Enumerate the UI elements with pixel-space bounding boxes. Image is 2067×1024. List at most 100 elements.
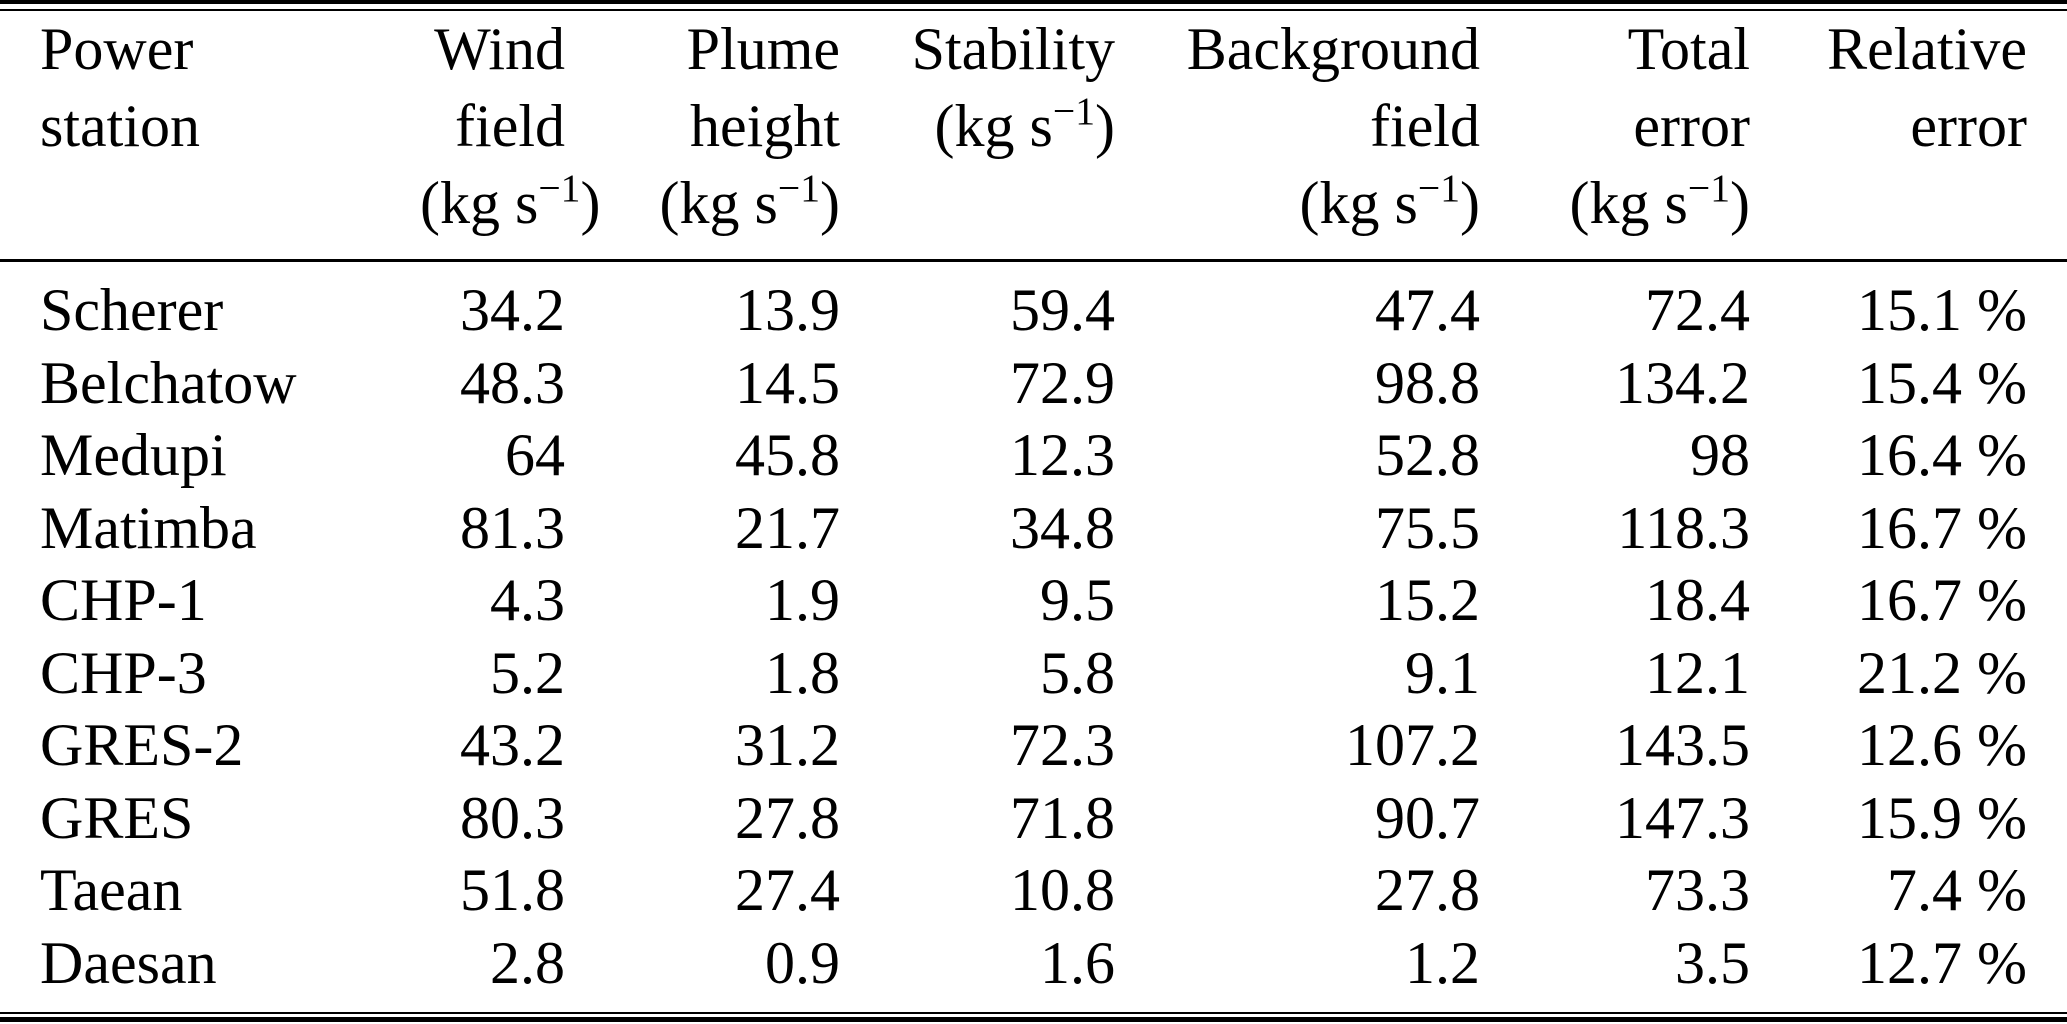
relative-error-cell: 12.7 % — [1857, 929, 2027, 996]
top-rule-thick — [0, 0, 2067, 4]
unit-open: (kg s — [1299, 170, 1418, 236]
background-field-cell: 1.2 — [1405, 929, 1480, 996]
unit-open: (kg s — [1569, 170, 1688, 236]
relative-error-cell: 15.4 % — [1857, 349, 2027, 416]
total-error-cell: 134.2 — [1615, 349, 1750, 416]
wind-field-cell: 81.3 — [460, 494, 565, 561]
plume-height-cell: 1.9 — [765, 567, 840, 633]
header-line: height — [690, 93, 840, 159]
wind-field-cell: 5.2 — [490, 639, 565, 706]
background-field-cell: 107.2 — [1345, 712, 1480, 778]
table-header: Power station Wind field (kg s−1) Plume … — [0, 11, 2067, 262]
stability-cell: 34.8 — [1010, 494, 1115, 561]
background-field-cell: 90.7 — [1375, 784, 1480, 851]
station-name-cell: Belchatow — [40, 349, 297, 416]
table-row: Matimba 81.3 21.7 34.8 75.5 118.3 16.7 % — [0, 492, 2067, 565]
wind-field-cell: 43.2 — [460, 712, 565, 778]
wind-field-cell: 34.2 — [460, 277, 565, 343]
header-row: Power station Wind field (kg s−1) Plume … — [0, 11, 2067, 262]
wind-field-cell: 80.3 — [460, 784, 565, 851]
table-row: GRES-2 43.2 31.2 72.3 107.2 143.5 12.6 % — [0, 709, 2067, 782]
unit-open: (kg s — [420, 170, 539, 236]
header-line: Wind — [434, 16, 565, 82]
col-header-total-error: Total error (kg s−1) — [1480, 11, 1750, 262]
unit-close: ) — [1460, 170, 1480, 236]
plume-height-cell: 45.8 — [735, 422, 840, 488]
relative-error-cell: 16.7 % — [1857, 567, 2027, 633]
total-error-cell: 98 — [1690, 422, 1750, 488]
unit-close: ) — [1730, 170, 1750, 236]
plume-height-cell: 0.9 — [765, 929, 840, 996]
plume-height-cell: 21.7 — [735, 494, 840, 561]
plume-height-cell: 27.8 — [735, 784, 840, 851]
unit-close: ) — [580, 170, 601, 236]
plume-height-cell: 27.4 — [735, 857, 840, 923]
relative-error-cell: 7.4 % — [1887, 857, 2027, 923]
header-line: Total — [1627, 16, 1750, 82]
relative-error-cell: 16.4 % — [1857, 422, 2027, 488]
relative-error-cell: 16.7 % — [1857, 494, 2027, 561]
total-error-cell: 118.3 — [1617, 494, 1750, 561]
col-header-background-field: Background field (kg s−1) — [1115, 11, 1480, 262]
unit-label: (kg s−1) — [1115, 165, 1480, 242]
top-rule-thin — [0, 9, 2067, 11]
unit-label: (kg s−1) — [565, 165, 840, 242]
header-line: error — [1633, 93, 1750, 159]
stability-cell: 1.6 — [1040, 929, 1115, 996]
unit-exponent: −1 — [538, 166, 581, 211]
col-header-wind-field: Wind field (kg s−1) — [420, 11, 600, 262]
total-error-cell: 147.3 — [1615, 784, 1750, 851]
header-line: Background — [1186, 16, 1480, 82]
background-field-cell: 47.4 — [1375, 277, 1480, 343]
wind-field-cell: 51.8 — [460, 857, 565, 923]
unit-exponent: −1 — [1052, 89, 1096, 134]
station-name-cell: Taean — [40, 857, 183, 923]
bottom-rule-thin — [0, 1012, 2067, 1014]
station-name-cell: Scherer — [40, 277, 224, 343]
background-field-cell: 9.1 — [1405, 639, 1480, 706]
stability-cell: 10.8 — [1010, 857, 1115, 923]
plume-height-cell: 1.8 — [765, 639, 840, 706]
error-budget-table: Power station Wind field (kg s−1) Plume … — [0, 11, 2067, 1012]
header-line: Relative — [1827, 16, 2027, 82]
header-line: station — [40, 93, 200, 159]
background-field-cell: 15.2 — [1375, 567, 1480, 633]
plume-height-cell: 13.9 — [735, 277, 840, 343]
station-name-cell: CHP-1 — [40, 567, 207, 633]
station-name-cell: Daesan — [40, 929, 217, 996]
unit-label: (kg s−1) — [1480, 165, 1750, 242]
header-line: Stability — [911, 16, 1115, 82]
total-error-cell: 143.5 — [1615, 712, 1750, 778]
table-row: Scherer 34.2 13.9 59.4 47.4 72.4 15.1 % — [0, 261, 2067, 347]
background-field-cell: 75.5 — [1375, 494, 1480, 561]
header-line: Plume — [686, 16, 840, 82]
stability-cell: 72.9 — [1010, 349, 1115, 416]
background-field-cell: 52.8 — [1375, 422, 1480, 488]
unit-open: (kg s — [934, 93, 1053, 159]
total-error-cell: 3.5 — [1675, 929, 1750, 996]
table-row: GRES 80.3 27.8 71.8 90.7 147.3 15.9 % — [0, 782, 2067, 855]
station-name-cell: CHP-3 — [40, 639, 207, 706]
stability-cell: 59.4 — [1010, 277, 1115, 343]
col-header-stability: Stability (kg s−1) — [840, 11, 1115, 262]
header-line: field — [455, 93, 565, 159]
wind-field-cell: 48.3 — [460, 349, 565, 416]
table-row: CHP-3 5.2 1.8 5.8 9.1 12.1 21.2 % — [0, 637, 2067, 710]
header-line: Power — [40, 16, 194, 82]
unit-exponent: −1 — [777, 166, 821, 211]
table-row: Taean 51.8 27.4 10.8 27.8 73.3 7.4 % — [0, 854, 2067, 927]
wind-field-cell: 4.3 — [490, 567, 565, 633]
total-error-cell: 12.1 — [1645, 639, 1750, 706]
plume-height-cell: 14.5 — [735, 349, 840, 416]
table-row: CHP-1 4.3 1.9 9.5 15.2 18.4 16.7 % — [0, 564, 2067, 637]
relative-error-cell: 15.9 % — [1857, 784, 2027, 851]
unit-label: (kg s−1) — [840, 88, 1115, 165]
total-error-cell: 18.4 — [1645, 567, 1750, 633]
unit-close: ) — [820, 170, 840, 236]
stability-cell: 9.5 — [1040, 567, 1115, 633]
stability-cell: 72.3 — [1010, 712, 1115, 778]
relative-error-cell: 12.6 % — [1857, 712, 2027, 778]
relative-error-cell: 15.1 % — [1857, 277, 2027, 343]
unit-exponent: −1 — [1687, 166, 1731, 211]
header-line: error — [1910, 93, 2027, 159]
